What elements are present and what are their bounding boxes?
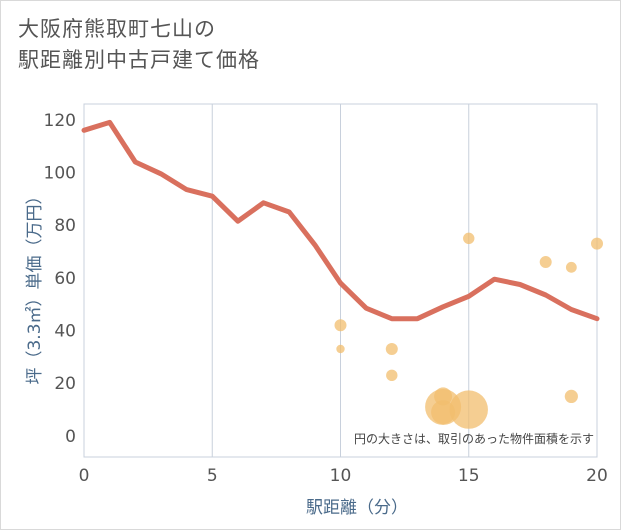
x-tick-label: 20 (586, 466, 608, 486)
y-tick-label: 80 (54, 216, 76, 236)
bubble-point (336, 344, 345, 354)
y-tick-label: 100 (44, 163, 76, 183)
bubble-point (385, 342, 398, 355)
x-tick-label: 0 (79, 466, 90, 486)
y-tick-label: 60 (54, 269, 76, 289)
y-tick-label: 0 (65, 427, 76, 447)
bubble-point (449, 390, 488, 429)
chart-title-line1: 大阪府熊取町七山の (18, 17, 216, 41)
y-tick-label: 120 (44, 111, 76, 131)
x-tick-labels: 0 5 10 15 20 (79, 466, 608, 486)
bubble-point (386, 369, 398, 382)
bubble-size-note: 円の大きさは、取引のあった物件面積を示す (354, 431, 594, 446)
bubble-point (334, 319, 347, 332)
bubble-point (565, 261, 577, 273)
bubble-point (539, 256, 552, 269)
bubble-point (591, 237, 603, 250)
x-axis-title: 駅距離（分） (306, 498, 408, 518)
chart-title: 大阪府熊取町七山の 駅距離別中古戸建て価格 (18, 14, 260, 76)
x-tick-label: 15 (458, 466, 480, 486)
y-tick-label: 20 (54, 374, 76, 394)
bubble-series (334, 232, 603, 429)
y-tick-label: 40 (54, 322, 76, 342)
bubble-point (564, 389, 578, 404)
price-line (81, 119, 600, 322)
chart-title-line2: 駅距離別中古戸建て価格 (18, 48, 260, 72)
y-axis-title: 坪（3.3㎡）単価（万円） (25, 187, 45, 384)
bubble-point (431, 400, 456, 425)
x-tick-label: 5 (207, 466, 218, 486)
bubble-point (463, 232, 475, 245)
y-tick-labels: 0 20 40 60 80 100 120 (44, 111, 76, 447)
x-tick-label: 10 (330, 466, 352, 486)
